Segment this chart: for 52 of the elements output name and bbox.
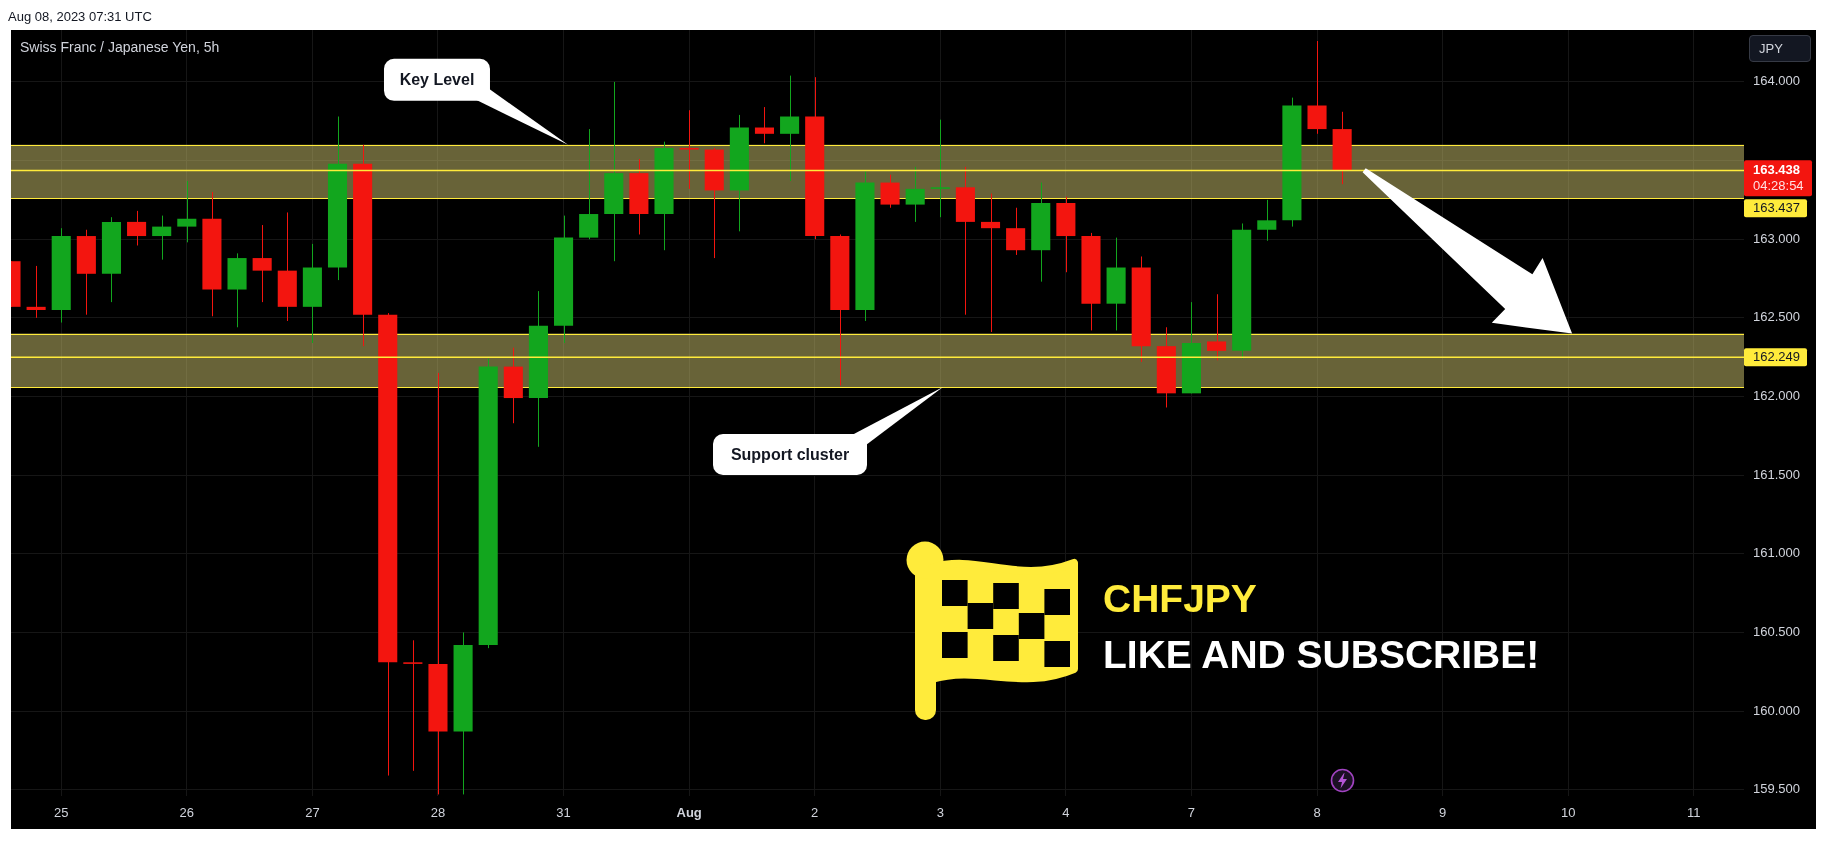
candlestick bbox=[1006, 207, 1026, 256]
candlestick bbox=[127, 210, 147, 246]
y-tick-label: 160.500 bbox=[1753, 624, 1800, 639]
y-tick-label: 161.000 bbox=[1753, 545, 1800, 561]
candlestick bbox=[905, 166, 925, 223]
x-tick-label: 7 bbox=[1187, 805, 1196, 821]
x-tick-label: 10 bbox=[1560, 805, 1576, 821]
candlestick bbox=[780, 75, 800, 182]
y-tick-label: 164.000 bbox=[1753, 73, 1800, 89]
y-tick-label: 161.500 bbox=[1753, 466, 1800, 482]
x-tick-label: 4 bbox=[1062, 805, 1070, 821]
candlestick bbox=[26, 265, 46, 319]
y-tick-label: 163.000 bbox=[1753, 230, 1800, 246]
x-tick-label: 9 bbox=[1438, 805, 1447, 821]
x-tick-label: 11 bbox=[1687, 805, 1701, 821]
candlestick bbox=[579, 128, 599, 240]
candlestick bbox=[252, 224, 272, 303]
candlestick bbox=[152, 215, 172, 261]
text: Swiss Franc / Japanese Yen, 5h bbox=[20, 39, 220, 55]
x-tick-label: Aug bbox=[676, 805, 702, 821]
x-tick-label: 25 bbox=[54, 805, 69, 821]
y-axis-title: JPY bbox=[1759, 41, 1783, 56]
candlestick bbox=[880, 174, 900, 209]
candlestick bbox=[679, 109, 699, 190]
y-tick-label: 162.000 bbox=[1753, 388, 1800, 404]
text: Aug 08, 2023 07:31 UTC bbox=[8, 9, 152, 24]
ref-line-label: 162.249 bbox=[1753, 349, 1800, 365]
x-tick-label: 2 bbox=[811, 805, 819, 821]
candlestick bbox=[754, 106, 775, 144]
candlestick bbox=[177, 180, 197, 243]
candlestick bbox=[403, 639, 423, 772]
x-tick-label: 3 bbox=[936, 805, 944, 821]
ref-line-label: 163.437 bbox=[1753, 200, 1800, 216]
x-tick-label: 8 bbox=[1313, 805, 1321, 821]
candlestick bbox=[1207, 293, 1227, 361]
x-tick-label: 27 bbox=[305, 805, 320, 821]
y-tick-label: 160.000 bbox=[1753, 702, 1800, 718]
x-tick-label: 28 bbox=[430, 805, 446, 821]
annotation: LIKE AND SUBSCRIBE! bbox=[1103, 632, 1540, 677]
annotation: Support cluster bbox=[730, 445, 850, 464]
y-tick-label: 162.500 bbox=[1753, 309, 1800, 325]
candlestick bbox=[980, 193, 1001, 333]
candlestick bbox=[930, 119, 950, 218]
annotation: Key Level bbox=[399, 70, 475, 89]
annotation: CHFJPY bbox=[1103, 576, 1257, 621]
x-tick-label: 26 bbox=[179, 805, 195, 821]
x-tick-label: 31 bbox=[556, 805, 571, 821]
candlestick bbox=[1307, 40, 1327, 135]
text: 04:28:54 bbox=[1753, 177, 1804, 193]
candlestick bbox=[1257, 199, 1277, 242]
text: 163.438 bbox=[1753, 161, 1800, 177]
y-tick-label: 159.500 bbox=[1753, 781, 1800, 797]
